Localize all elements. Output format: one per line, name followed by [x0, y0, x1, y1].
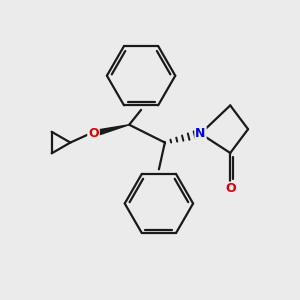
- Polygon shape: [93, 125, 129, 136]
- Text: O: O: [225, 182, 236, 195]
- Text: O: O: [88, 127, 99, 140]
- Text: N: N: [195, 127, 206, 140]
